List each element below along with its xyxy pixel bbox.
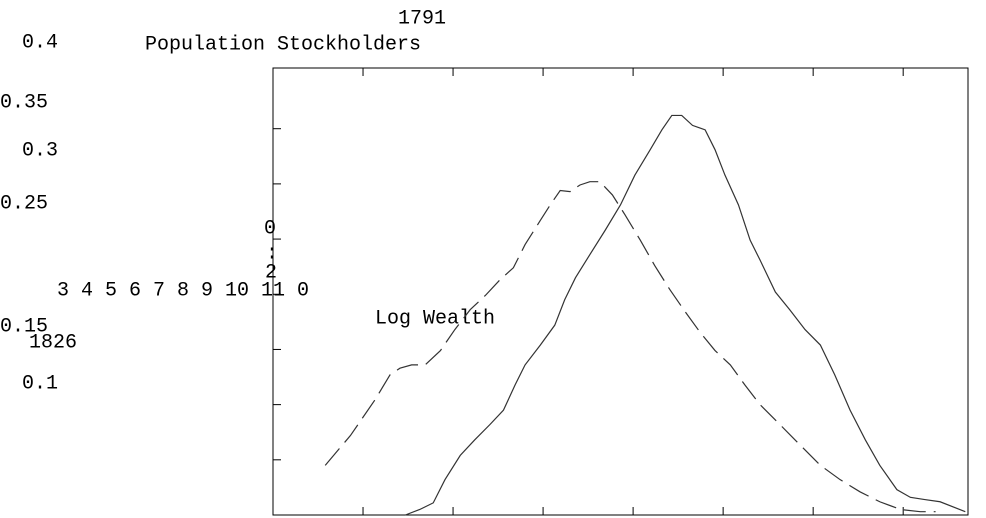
annotation: 0.35 (0, 91, 48, 114)
annotation: 3 4 5 6 7 8 9 10 11 0 (57, 279, 309, 302)
annotation: 1791 (398, 7, 446, 30)
annotation: Population Stockholders (145, 33, 421, 56)
annotation: 0 (264, 217, 276, 240)
annotation: 0.25 (0, 192, 48, 215)
annotation: 0.3 (22, 139, 58, 162)
series-line (324, 181, 936, 513)
series-line (405, 114, 966, 516)
annotation: 1826 (29, 331, 77, 354)
annotation: : (266, 242, 278, 265)
annotation: 0.1 (22, 372, 58, 395)
annotation: 0.15 (0, 315, 48, 338)
annotation: 2 (265, 261, 277, 284)
x-axis-label: Log Wealth (375, 307, 495, 330)
plot-frame (272, 67, 969, 516)
annotation: 0.4 (22, 31, 58, 54)
